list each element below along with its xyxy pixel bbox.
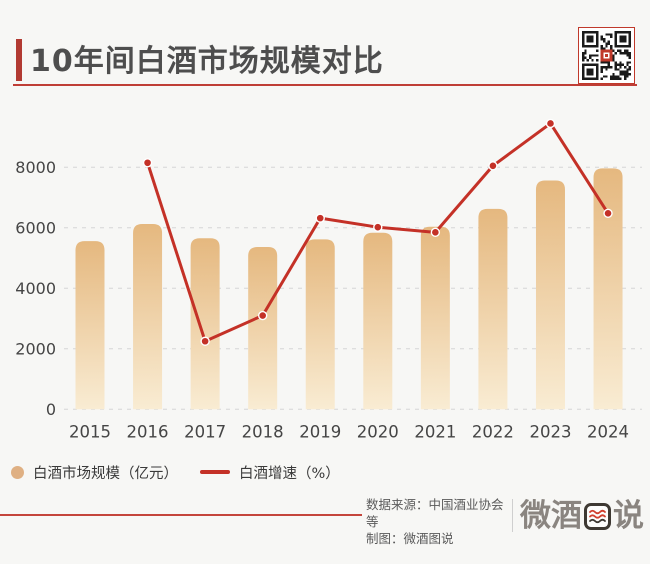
bar-2022 — [478, 208, 508, 410]
y-axis-tick-6000: 6000 — [15, 218, 56, 237]
x-axis-label-2022: 2022 — [472, 423, 514, 442]
legend-bar-label: 白酒市场规模（亿元） — [33, 465, 178, 482]
y-axis-tick-0: 0 — [46, 400, 56, 419]
legend-line-swatch — [200, 470, 230, 474]
x-axis-label-2017: 2017 — [184, 423, 226, 442]
combo-chart: 0 2000 4000 6000 8000 2015 2016 2017 2018 2019 202… — [15, 118, 642, 442]
x-axis-label-2015: 2015 — [69, 423, 111, 442]
source-block: 数据来源：中国酒业协会等 制图：微酒图说 — [366, 496, 508, 547]
line-point-2021 — [430, 227, 441, 238]
bar-2024 — [593, 168, 623, 410]
x-axis-label-2016: 2016 — [127, 423, 169, 442]
bar-2021 — [420, 226, 450, 410]
y-axis-tick-4000: 4000 — [15, 279, 56, 298]
data-source-text: 数据来源：中国酒业协会等 — [366, 497, 504, 529]
legend-line-label: 白酒增速（%） — [239, 465, 340, 482]
chart-area: 0 2000 4000 6000 8000 2015 2016 2017 2018 2019 202… — [0, 100, 650, 445]
qr-code-pattern — [582, 31, 631, 80]
title-accent-bar — [16, 39, 22, 81]
page-title: 10年间白酒市场规模对比 — [30, 44, 384, 79]
chart-legend: 白酒市场规模（亿元） 白酒增速（%） — [11, 462, 340, 482]
line-point-2016 — [142, 158, 153, 168]
footer-rule-line — [0, 514, 362, 516]
line-point-2018 — [257, 310, 268, 321]
logo-wave-icon — [589, 509, 606, 523]
bar-2018 — [248, 247, 278, 410]
line-point-2023 — [545, 118, 556, 129]
logo-wave-box: 图 — [584, 502, 611, 530]
x-axis-label-2019: 2019 — [299, 423, 341, 442]
line-point-2022 — [488, 161, 498, 171]
bar-2015 — [75, 241, 105, 410]
bar-2016 — [133, 223, 163, 410]
legend-bar-swatch — [11, 465, 24, 479]
footer-vertical-divider — [512, 499, 513, 532]
x-axis-label-2018: 2018 — [242, 423, 284, 442]
y-axis-tick-2000: 2000 — [15, 339, 56, 358]
line-point-2017 — [200, 336, 210, 346]
brand-logo: 微酒 图 说 — [520, 497, 644, 535]
line-point-2019 — [315, 213, 325, 223]
x-axis-label-2021: 2021 — [414, 423, 456, 442]
bar-2020 — [363, 232, 393, 410]
y-axis-tick-8000: 8000 — [15, 158, 56, 177]
line-point-2024 — [603, 208, 613, 218]
line-point-2020 — [373, 222, 383, 232]
bar-2023 — [535, 180, 565, 410]
bar-2017 — [190, 238, 220, 410]
header-underline — [13, 84, 637, 86]
x-axis-label-2020: 2020 — [357, 423, 399, 442]
x-axis-label-2024: 2024 — [587, 423, 629, 442]
qr-code — [578, 27, 635, 84]
logo-text-prefix: 微酒 — [520, 497, 582, 534]
credit-text: 制图：微酒图说 — [366, 531, 454, 546]
bar-2019 — [305, 239, 335, 410]
logo-text-suffix: 说 — [613, 497, 644, 534]
x-axis-label-2023: 2023 — [529, 423, 571, 442]
